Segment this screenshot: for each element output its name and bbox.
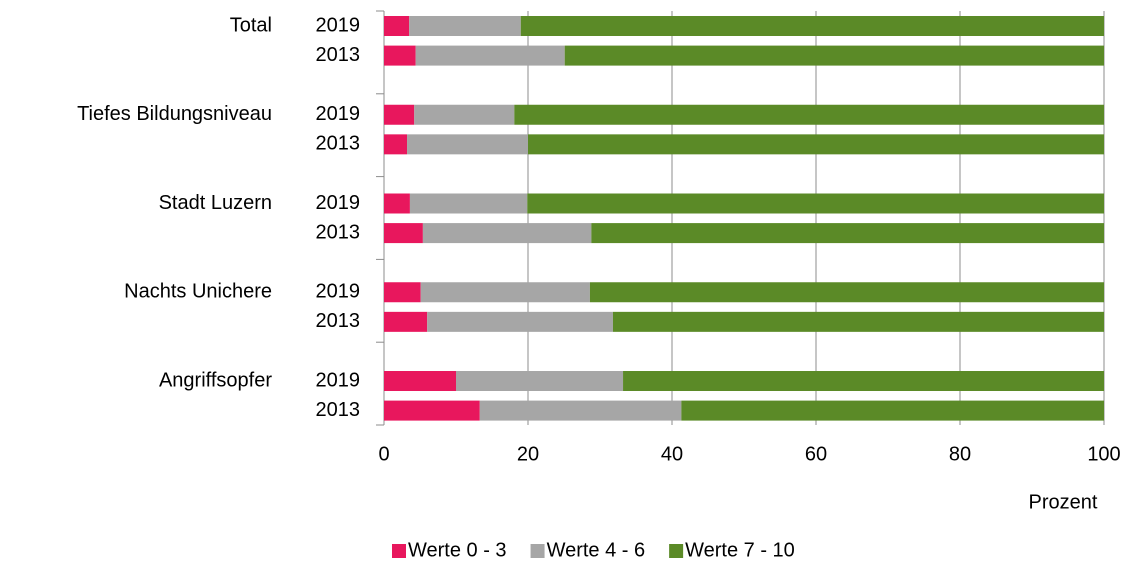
- y-tick-label: 2013: [316, 310, 361, 332]
- bar-segment: [527, 193, 1104, 214]
- bar-segment: [384, 16, 410, 36]
- y-tick-label: 2013: [316, 399, 361, 421]
- x-axis-label: Prozent: [1029, 491, 1098, 513]
- y-tick-label: 2013: [316, 133, 361, 155]
- bar-segment: [384, 311, 428, 332]
- legend-swatch: [669, 544, 684, 558]
- y-tick-label: 2019: [316, 103, 361, 125]
- x-tick-label: 60: [805, 443, 827, 465]
- bar-segment: [407, 134, 528, 155]
- bar-segment: [681, 400, 1104, 421]
- bar-segment: [591, 223, 1104, 244]
- group-label: Nachts Unichere: [124, 281, 272, 303]
- bar-segment: [409, 16, 521, 36]
- legend-label: Werte 0 - 3: [408, 539, 507, 561]
- bar-segment: [589, 282, 1104, 303]
- bar-segment: [422, 223, 592, 244]
- bar-segment: [384, 371, 456, 391]
- bar-segment: [384, 193, 410, 214]
- bar-segment: [415, 45, 565, 66]
- x-tick-label: 100: [1087, 443, 1120, 465]
- bar-segment: [384, 282, 421, 303]
- group-label: Tiefes Bildungsniveau: [77, 103, 272, 125]
- y-tick-label: 2019: [316, 192, 361, 214]
- y-tick-label: 2013: [316, 44, 361, 66]
- legend-swatch: [392, 544, 406, 558]
- bar-segment: [414, 104, 515, 125]
- bar-segment: [384, 223, 423, 244]
- bar-segment: [479, 400, 682, 421]
- bar-segment: [420, 282, 590, 303]
- x-tick-label: 80: [949, 443, 971, 465]
- bar-segment: [384, 45, 416, 66]
- x-tick-label: 0: [378, 443, 389, 465]
- y-tick-label: 2013: [316, 221, 361, 243]
- bar-segment: [514, 104, 1104, 125]
- bar-segment: [520, 16, 1104, 36]
- x-tick-label: 40: [661, 443, 683, 465]
- y-tick-label: 2019: [316, 281, 361, 303]
- bar-segment: [528, 134, 1104, 155]
- bar-segment: [409, 193, 528, 214]
- y-tick-label: 2019: [316, 14, 361, 36]
- bar-segment: [384, 400, 480, 421]
- bar-segment: [564, 45, 1104, 66]
- legend-swatch: [530, 544, 545, 558]
- bar-segment: [612, 311, 1104, 332]
- legend-label: Werte 4 - 6: [547, 539, 646, 561]
- group-label: Total: [230, 14, 272, 36]
- group-label: Angriffsopfer: [159, 369, 272, 391]
- bar-segment: [456, 371, 624, 391]
- bar-segment: [623, 371, 1104, 391]
- bar-segment: [427, 311, 613, 332]
- bar-segment: [384, 134, 408, 155]
- x-tick-label: 20: [517, 443, 539, 465]
- y-tick-label: 2019: [316, 369, 361, 391]
- bar-segment: [384, 104, 415, 125]
- group-label: Stadt Luzern: [159, 192, 272, 214]
- legend-label: Werte 7 - 10: [685, 539, 795, 561]
